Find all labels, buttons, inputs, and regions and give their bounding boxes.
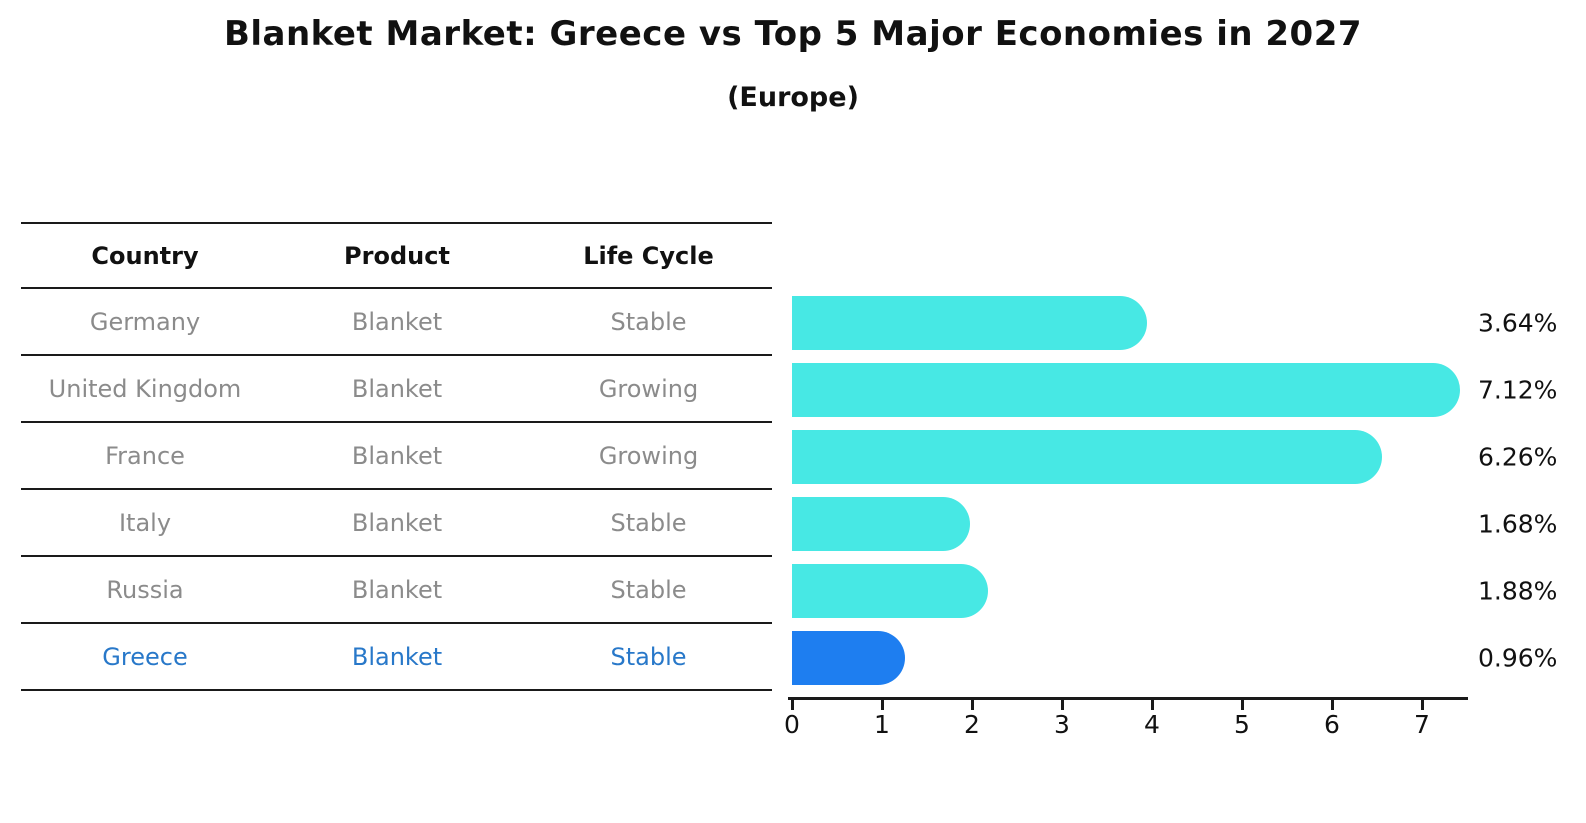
x-axis-tick-label: 4 — [1144, 710, 1160, 739]
lifecycle-cell: Growing — [598, 374, 699, 403]
table-row: United Kingdom Blanket Growing — [21, 356, 772, 423]
bar-value-label: 0.96% — [1478, 643, 1558, 672]
table-body: Germany Blanket Stable United Kingdom Bl… — [21, 289, 772, 691]
lifecycle-cell: Stable — [610, 575, 687, 604]
lifecycle-cell: Stable — [610, 307, 687, 336]
bar-value-label: 1.88% — [1478, 576, 1558, 605]
bar — [792, 295, 1147, 350]
chart-subtitle: (Europe) — [727, 82, 859, 113]
bar — [792, 362, 1460, 417]
bar-value-label: 3.64% — [1478, 308, 1558, 337]
bar-value-label: 6.26% — [1478, 442, 1558, 471]
x-axis-tick-label: 5 — [1234, 710, 1250, 739]
x-axis-tick — [1151, 700, 1154, 710]
table-row: Germany Blanket Stable — [21, 289, 772, 356]
bar-value-label: 1.68% — [1478, 509, 1558, 538]
x-axis-tick-label: 6 — [1324, 710, 1340, 739]
bar — [792, 429, 1383, 484]
x-axis-line — [788, 697, 1468, 700]
table-row: Greece Blanket Stable — [21, 624, 772, 691]
column-header-lifecycle: Life Cycle — [583, 241, 714, 270]
table-row: France Blanket Growing — [21, 423, 772, 490]
product-cell: Blanket — [351, 642, 443, 671]
x-axis-tick — [1061, 700, 1064, 710]
country-cell: Russia — [106, 575, 184, 604]
column-header-product: Product — [344, 241, 450, 270]
country-cell: France — [105, 441, 185, 470]
table-header-row: Country Product Life Cycle — [21, 222, 772, 289]
table-row: Russia Blanket Stable — [21, 557, 772, 624]
product-cell: Blanket — [351, 575, 443, 604]
x-axis-tick — [791, 700, 794, 710]
x-axis-tick-label: 0 — [784, 710, 800, 739]
column-header-country: Country — [91, 241, 199, 270]
lifecycle-cell: Stable — [610, 642, 687, 671]
x-axis-tick — [881, 700, 884, 710]
x-axis-tick — [1421, 700, 1424, 710]
x-axis-tick — [1241, 700, 1244, 710]
x-axis-tick-label: 3 — [1054, 710, 1070, 739]
bar-value-label: 7.12% — [1478, 375, 1558, 404]
bar — [792, 496, 971, 551]
chart-title: Blanket Market: Greece vs Top 5 Major Ec… — [223, 14, 1363, 54]
table-row: Italy Blanket Stable — [21, 490, 772, 557]
product-cell: Blanket — [351, 374, 443, 403]
x-axis-tick — [1331, 700, 1334, 710]
country-cell: Germany — [89, 307, 201, 336]
product-cell: Blanket — [351, 307, 443, 336]
country-cell: Italy — [118, 508, 172, 537]
x-axis-tick-label: 2 — [964, 710, 980, 739]
x-axis-tick-label: 7 — [1414, 710, 1430, 739]
lifecycle-cell: Stable — [610, 508, 687, 537]
country-cell: Greece — [102, 642, 188, 671]
bar — [792, 563, 989, 618]
country-table: Country Product Life Cycle Germany Blank… — [21, 222, 772, 691]
bar-highlighted — [792, 630, 906, 685]
product-cell: Blanket — [351, 508, 443, 537]
lifecycle-cell: Growing — [598, 441, 699, 470]
x-axis-tick-label: 1 — [874, 710, 890, 739]
country-cell: United Kingdom — [48, 374, 242, 403]
x-axis-tick — [971, 700, 974, 710]
product-cell: Blanket — [351, 441, 443, 470]
